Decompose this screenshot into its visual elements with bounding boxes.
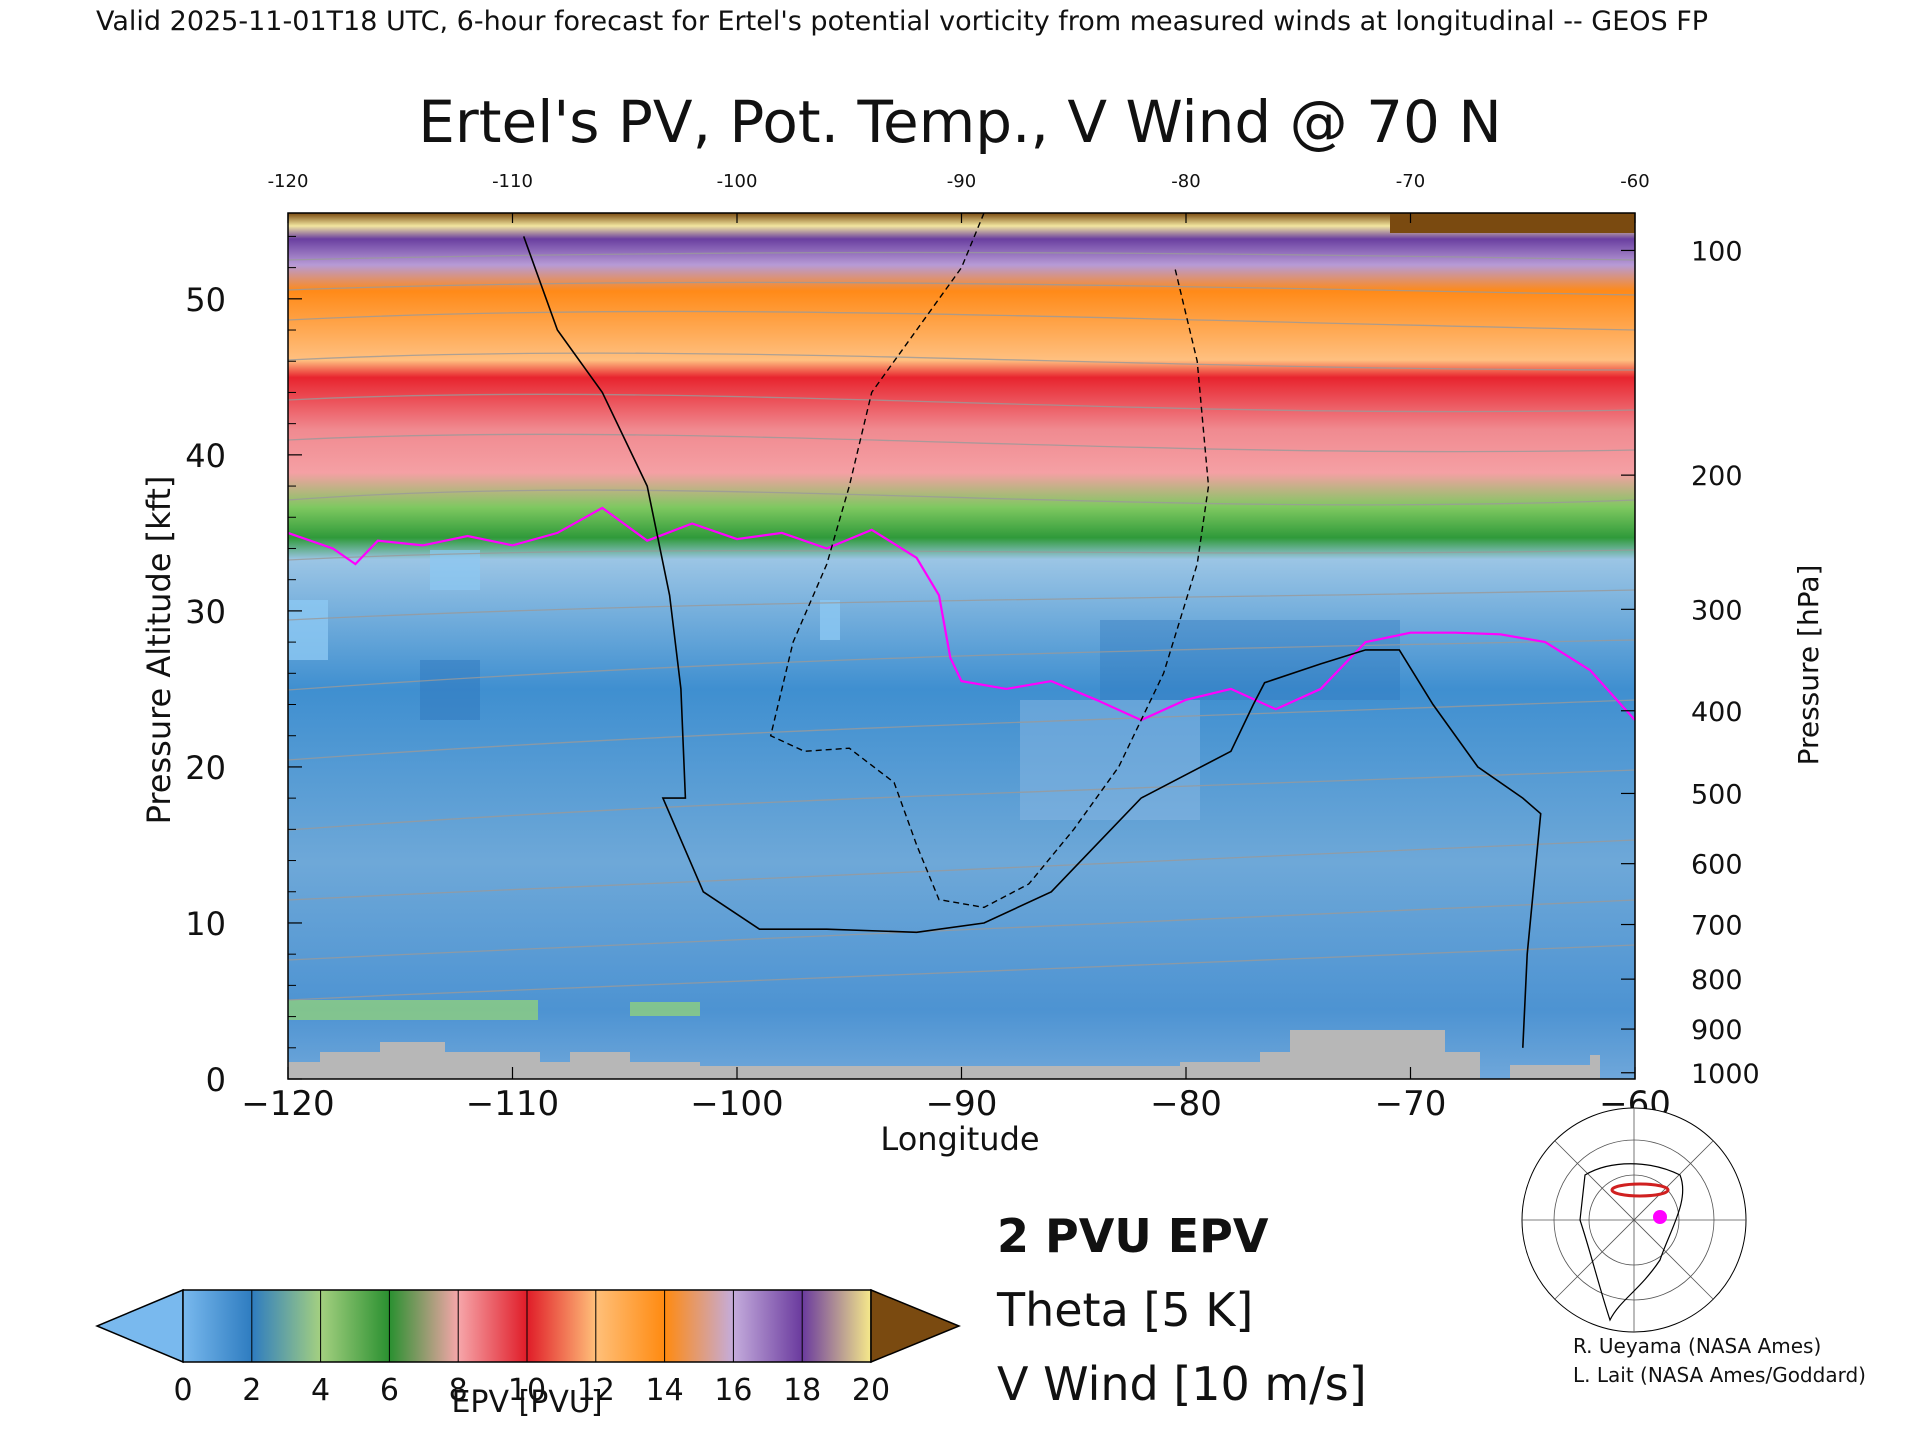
top-tick-label: -100 bbox=[717, 171, 758, 192]
y-tick-label: 10 bbox=[185, 905, 226, 943]
colorbar-tick-label: 6 bbox=[380, 1373, 399, 1408]
epv-patch bbox=[288, 1000, 538, 1020]
pressure-tick-label: 900 bbox=[1691, 1015, 1743, 1046]
x-tick-label: −100 bbox=[690, 1084, 783, 1124]
pressure-tick-label: 500 bbox=[1691, 779, 1743, 810]
legend-pvu: 2 PVU EPV bbox=[997, 1209, 1269, 1263]
x-tick-label: −110 bbox=[466, 1084, 559, 1124]
map-section-track bbox=[1610, 1182, 1670, 1198]
pressure-tick-label: 600 bbox=[1691, 850, 1743, 881]
colorbar-label: EPV [PVU] bbox=[451, 1385, 602, 1420]
y-tick-label: 20 bbox=[185, 749, 226, 787]
epv-colorbar: 0 2 4 6 8 10 12 14 16 18 20 bbox=[95, 1288, 961, 1408]
y-tick-label: 0 bbox=[206, 1061, 226, 1099]
y-tick-label: 40 bbox=[185, 437, 226, 475]
legend-vwind: V Wind [10 m/s] bbox=[997, 1357, 1367, 1411]
epv-patch bbox=[1100, 620, 1400, 700]
colorbar-tick-label: 20 bbox=[852, 1373, 890, 1408]
epv-patch bbox=[1390, 213, 1635, 233]
epv-patch bbox=[430, 550, 480, 590]
colorbar-tick-label: 12 bbox=[577, 1373, 615, 1408]
credit-line-1: R. Ueyama (NASA Ames) bbox=[1573, 1334, 1821, 1358]
terrain bbox=[288, 1030, 1600, 1079]
locator-map bbox=[1521, 1107, 1747, 1333]
colorbar-high-arrow bbox=[870, 1288, 961, 1364]
y-axis-label: Pressure Altitude [kft] bbox=[140, 476, 178, 825]
top-tick-label: -80 bbox=[1171, 171, 1200, 192]
pvu2-contour bbox=[288, 506, 1635, 722]
pressure-axis-label: Pressure [hPa] bbox=[1792, 565, 1825, 766]
colorbar-tick-label: 14 bbox=[646, 1373, 684, 1408]
epv-patch bbox=[820, 600, 840, 640]
map-continent bbox=[1579, 1163, 1684, 1322]
pressure-tick-label: 200 bbox=[1691, 461, 1743, 492]
y-tick-label: 50 bbox=[185, 281, 226, 319]
x-tick-label: −80 bbox=[1150, 1084, 1222, 1124]
valid-time-line: Valid 2025-11-01T18 UTC, 6-hour forecast… bbox=[96, 6, 1708, 37]
epv-patch bbox=[1020, 700, 1200, 820]
y-tick-label: 30 bbox=[185, 593, 226, 631]
legend-theta: Theta [5 K] bbox=[996, 1283, 1253, 1337]
x-axis-label: Longitude bbox=[880, 1120, 1039, 1158]
epv-field bbox=[288, 213, 1635, 1079]
colorbar-tick-label: 18 bbox=[783, 1373, 821, 1408]
pressure-tick-label: 100 bbox=[1691, 236, 1743, 267]
colorbar-tick-label: 4 bbox=[311, 1373, 330, 1408]
epv-patch bbox=[288, 600, 328, 660]
top-tick-label: -90 bbox=[947, 171, 976, 192]
pressure-tick-label: 300 bbox=[1691, 595, 1743, 626]
epv-patch bbox=[630, 1002, 700, 1016]
top-tick-label: -120 bbox=[268, 171, 309, 192]
map-marker bbox=[1653, 1210, 1667, 1224]
top-tick-label: -110 bbox=[492, 171, 533, 192]
map-graticule bbox=[1522, 1108, 1746, 1332]
credit-line-2: L. Lait (NASA Ames/Goddard) bbox=[1573, 1363, 1866, 1387]
colorbar-tick-label: 16 bbox=[714, 1373, 752, 1408]
x-tick-label: −120 bbox=[241, 1084, 334, 1124]
vwind-10-contour bbox=[769, 213, 1210, 909]
pressure-tick-label: 700 bbox=[1691, 911, 1743, 942]
epv-patch bbox=[420, 660, 480, 720]
vwind-0-contour bbox=[522, 236, 1542, 1048]
pressure-tick-label: 400 bbox=[1691, 697, 1743, 728]
colorbar-tick-label: 2 bbox=[242, 1373, 261, 1408]
pressure-tick-label: 800 bbox=[1691, 965, 1743, 996]
x-tick-label: −90 bbox=[926, 1084, 998, 1124]
pressure-axis-ticks: 100 200 300 400 500 600 700 800 900 1000 bbox=[1621, 236, 1760, 1090]
top-tick-label: -60 bbox=[1620, 171, 1649, 192]
colorbar-tick-label: 0 bbox=[173, 1373, 192, 1408]
theta-contours bbox=[288, 251, 1635, 1001]
top-axis-ticks: -120 -110 -100 -90 -80 -70 -60 bbox=[268, 171, 1650, 223]
x-tick-label: −70 bbox=[1375, 1084, 1447, 1124]
top-tick-label: -70 bbox=[1396, 171, 1425, 192]
colorbar-tick-label: 8 bbox=[449, 1373, 468, 1408]
colorbar-low-arrow bbox=[95, 1288, 184, 1364]
y-axis-ticks: 0 10 20 30 40 50 bbox=[185, 235, 302, 1099]
colorbar-tick-label: 10 bbox=[508, 1373, 546, 1408]
chart-title: Ertel's PV, Pot. Temp., V Wind @ 70 N bbox=[418, 88, 1501, 156]
pressure-tick-label: 1000 bbox=[1691, 1059, 1760, 1090]
